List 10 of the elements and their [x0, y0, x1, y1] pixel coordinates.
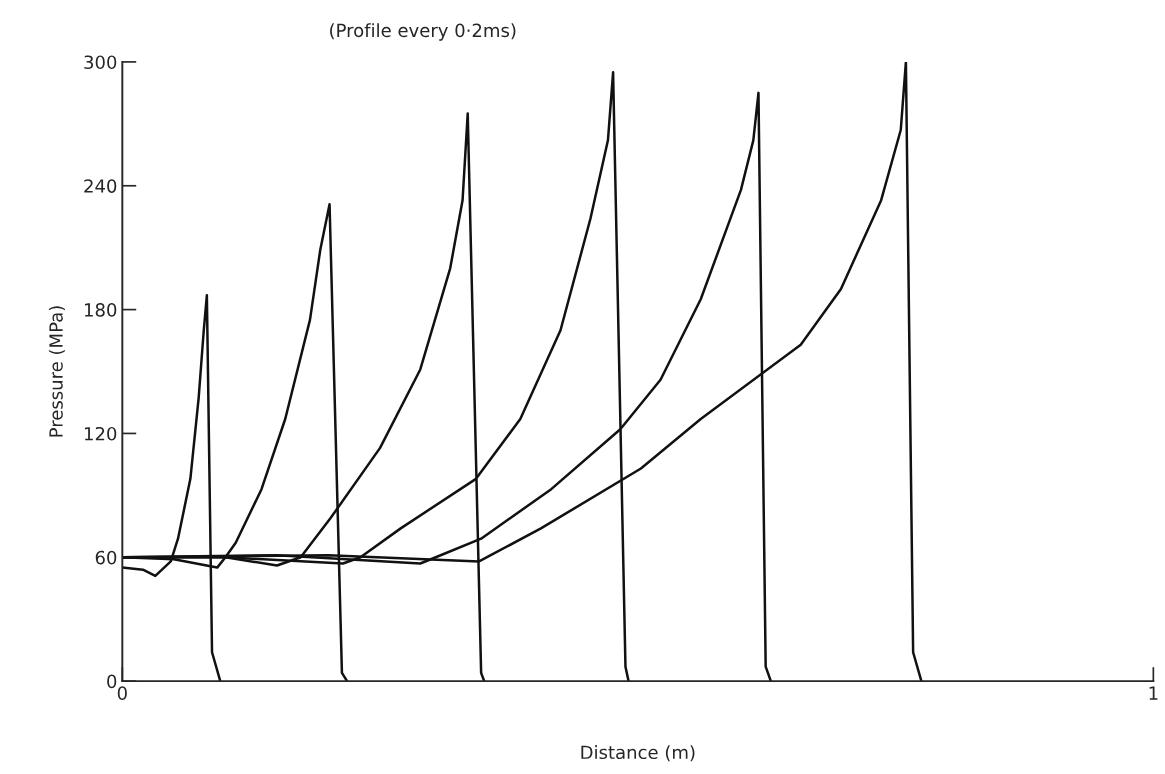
y-tick-label: 0 — [107, 674, 117, 689]
y-tick-label: 180 — [84, 303, 117, 317]
y-tick-label: 300 — [84, 55, 117, 70]
chart-title: (Profile every 0·2ms) — [330, 23, 516, 41]
y-axis-title: Pressure (MPa) — [48, 306, 65, 437]
x-tick-label: 1 — [1149, 686, 1158, 700]
y-tick-label: 120 — [84, 426, 117, 441]
y-tick-label: 240 — [84, 179, 117, 193]
x-axis-title: Distance (m) — [581, 745, 695, 762]
y-tick-label: 60 — [95, 550, 117, 565]
